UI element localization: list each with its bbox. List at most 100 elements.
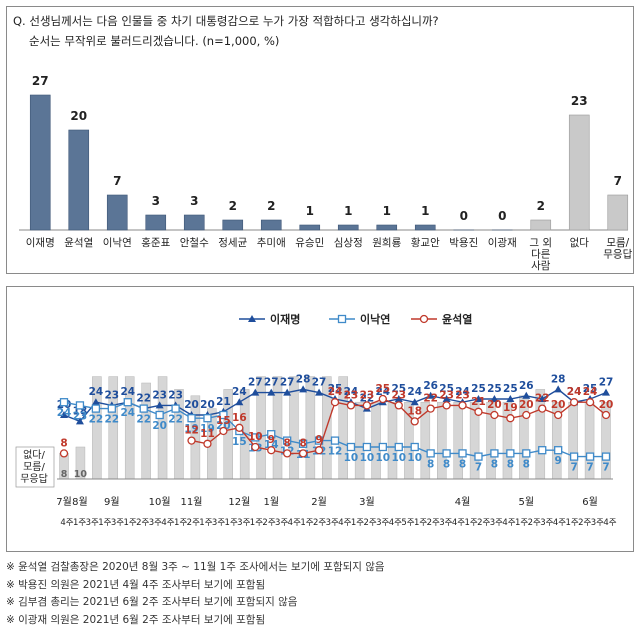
marker-circle xyxy=(490,410,499,420)
footnote: ※ 박용진 의원은 2021년 4월 4주 조사부터 보기에 포함됨 xyxy=(6,578,266,591)
week-label: 4주 xyxy=(452,518,465,528)
bar xyxy=(299,224,321,231)
data-label: 25 xyxy=(487,383,502,395)
bar-chart: 27이재명20윤석열7이낙연3홍준표3안철수2정세균2추미애1유승민1심상정1원… xyxy=(19,74,633,272)
marker-square xyxy=(585,452,595,461)
week-label: 4주 xyxy=(603,518,616,528)
data-label: 22 xyxy=(168,414,183,426)
week-label: 1주 xyxy=(515,518,528,528)
legend-label: 이재명 xyxy=(270,312,300,326)
marker-circle xyxy=(203,439,212,448)
data-label: 21 xyxy=(216,396,231,408)
data-label: 11 xyxy=(200,428,215,440)
marker-triangle xyxy=(554,385,563,393)
bar xyxy=(222,219,244,231)
bar-value-label: 1 xyxy=(383,204,391,218)
week-label: 3주 xyxy=(326,518,339,528)
month-label: 6월 xyxy=(582,496,598,508)
footnote: ※ 이광재 의원은 2021년 6월 2주 조사부터 보기에 포함됨 xyxy=(6,613,266,626)
marker-square xyxy=(458,449,467,458)
data-label: 23 xyxy=(439,389,454,401)
marker-square xyxy=(219,410,228,420)
week-label: 3주 xyxy=(490,518,503,528)
footnote: ※ 김부겸 총리는 2021년 6월 2주 조사부터 보기에 포함되지 않음 xyxy=(6,596,298,608)
week-label: 2주 xyxy=(136,518,149,528)
marker-square xyxy=(75,401,85,410)
week-label: 3주 xyxy=(86,518,99,528)
data-label: 24 xyxy=(57,407,72,419)
data-label: 10 xyxy=(248,431,263,443)
data-label: 24 xyxy=(567,386,582,398)
marker-square xyxy=(139,404,148,413)
legend-label: 윤석열 xyxy=(442,312,472,326)
week-label: 3주 xyxy=(111,518,124,528)
week-label: 4주 xyxy=(502,518,515,528)
month-label: 7월 xyxy=(56,496,72,508)
week-label: 1주 xyxy=(414,518,427,528)
marker-circle xyxy=(314,446,324,455)
week-label: 1주 xyxy=(98,518,111,528)
week-label: 4주 xyxy=(288,518,301,528)
bar xyxy=(68,129,90,231)
marker-square xyxy=(337,314,347,324)
data-label: 25 xyxy=(503,383,518,395)
data-label: 10 xyxy=(360,452,375,464)
bar xyxy=(414,224,436,231)
bar-value-label: 0 xyxy=(460,209,468,223)
marker-triangle xyxy=(490,395,499,402)
bar-value-label: 7 xyxy=(113,174,121,188)
week-label: 1주 xyxy=(73,518,86,528)
data-label: 15 xyxy=(232,436,247,448)
data-label: 24 xyxy=(328,386,343,398)
category-label: 유승민 xyxy=(295,237,324,249)
marker-triangle xyxy=(506,395,515,402)
marker-circle xyxy=(601,410,611,420)
marker-circle xyxy=(426,404,435,413)
marker-square xyxy=(155,410,164,420)
week-label: 1주 xyxy=(351,518,364,528)
marker-circle xyxy=(506,414,515,423)
bar xyxy=(29,94,51,231)
week-label: 2주 xyxy=(262,518,275,528)
footnote: ※ 윤석열 검찰총장은 2020년 8월 3주 ~ 11월 1주 조사에서는 보… xyxy=(6,561,385,573)
month-label: 12월 xyxy=(228,496,250,508)
category-label: 이광재 xyxy=(488,237,517,249)
category-label: 이낙연 xyxy=(103,237,132,249)
marker-square xyxy=(426,449,435,458)
marker-circle xyxy=(538,404,547,413)
marker-circle xyxy=(554,410,563,420)
data-label: 20 xyxy=(599,399,614,411)
data-label: 20 xyxy=(184,399,199,411)
data-label: 9 xyxy=(315,434,322,446)
data-label: 24 xyxy=(120,386,135,398)
marker-triangle xyxy=(602,388,610,396)
bar xyxy=(106,194,128,231)
category-label: 이재명 xyxy=(26,237,55,249)
data-label: 25 xyxy=(583,383,598,395)
marker-square xyxy=(522,449,531,458)
bar xyxy=(354,401,365,480)
data-label: 25 xyxy=(391,383,406,395)
data-label: 22 xyxy=(136,393,151,405)
bar-chart-panel: Q. 선생님께서는 다음 인물들 중 차기 대통령감으로 누가 가장 적합하다고… xyxy=(6,6,634,274)
bar-series-label: 모름/ xyxy=(23,461,45,473)
marker-square xyxy=(107,404,116,413)
marker-square xyxy=(91,404,101,413)
week-label: 5주 xyxy=(401,518,414,528)
data-label: 22 xyxy=(89,414,104,426)
data-label: 24 xyxy=(407,386,422,398)
marker-square xyxy=(267,430,276,439)
marker-square xyxy=(506,449,515,458)
bar xyxy=(183,214,205,231)
marker-square xyxy=(298,439,308,448)
month-label: 10월 xyxy=(149,496,171,508)
week-label: 2주 xyxy=(363,518,376,528)
category-label: 윤석열 xyxy=(64,237,93,249)
marker-square xyxy=(346,442,356,452)
bar xyxy=(371,401,381,480)
data-label: 22 xyxy=(535,393,550,405)
data-label: 23 xyxy=(105,389,120,401)
category-label: 사람 xyxy=(531,259,551,272)
marker-circle xyxy=(346,401,356,410)
marker-circle xyxy=(394,401,403,410)
